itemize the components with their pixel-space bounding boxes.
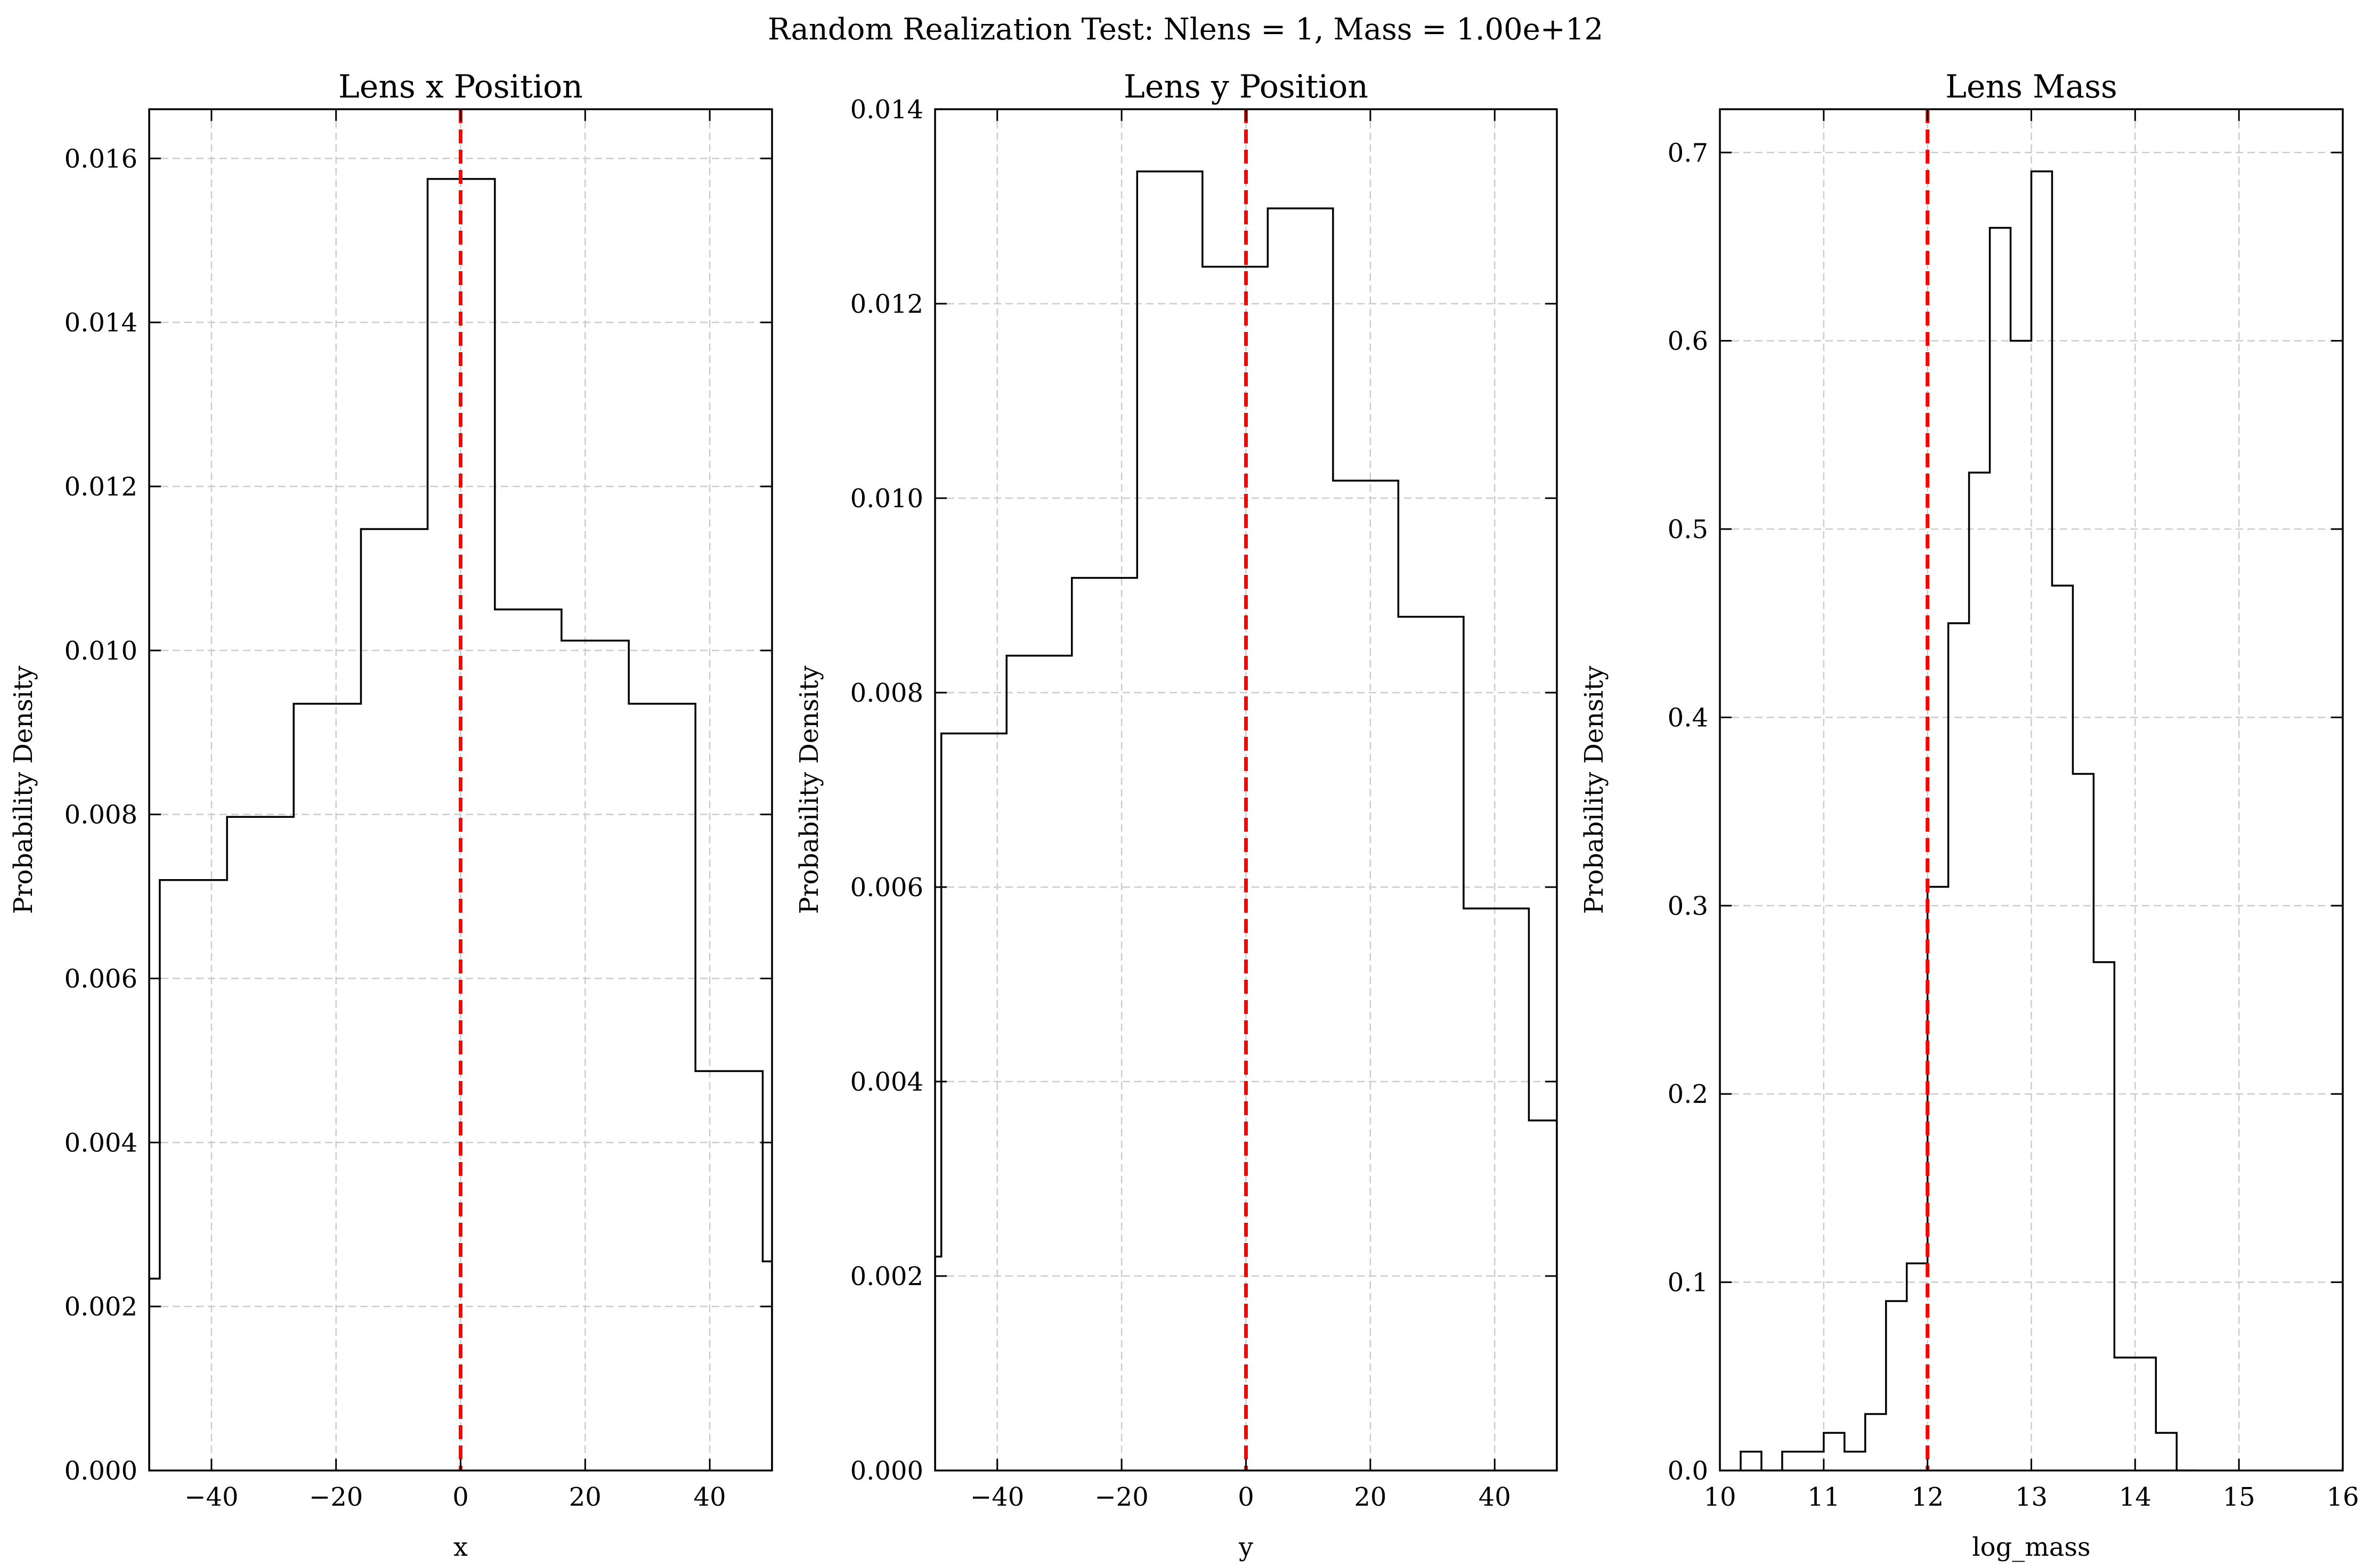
x-tick-label: −40 bbox=[184, 1482, 238, 1512]
y-tick-label: 0.006 bbox=[64, 964, 137, 994]
y-tick-label: 0.6 bbox=[1668, 327, 1708, 356]
panel-title: Lens x Position bbox=[338, 68, 583, 105]
y-tick-label: 0.014 bbox=[64, 308, 137, 338]
y-tick-label: 0.2 bbox=[1668, 1079, 1708, 1109]
x-tick-label: 40 bbox=[694, 1482, 726, 1512]
y-tick-label: 0.014 bbox=[850, 95, 923, 125]
y-tick-label: 0.004 bbox=[64, 1128, 137, 1158]
x-tick-label: −20 bbox=[1094, 1482, 1148, 1512]
y-tick-label: 0.004 bbox=[850, 1067, 923, 1097]
y-tick-label: 0.0 bbox=[1668, 1456, 1708, 1486]
y-tick-label: 0.012 bbox=[850, 289, 923, 319]
y-tick-label: 0.010 bbox=[850, 484, 923, 514]
y-tick-label: 0.008 bbox=[850, 678, 923, 708]
panel-title: Lens y Position bbox=[1124, 68, 1368, 105]
y-tick-label: 0.016 bbox=[64, 144, 137, 174]
y-tick-label: 0.7 bbox=[1668, 138, 1708, 168]
x-tick-label: 16 bbox=[2326, 1482, 2359, 1512]
figure-suptitle: Random Realization Test: Nlens = 1, Mass… bbox=[768, 12, 1603, 47]
panels: −40 −20 0 20 400.0000.0020.0040.0060.0080.01… bbox=[9, 68, 2359, 1562]
y-tick-label: 0.002 bbox=[850, 1262, 923, 1291]
histogram-step bbox=[1740, 170, 2198, 1470]
panel-title: Lens Mass bbox=[1945, 68, 2117, 105]
histogram-step bbox=[935, 170, 1557, 1470]
x-axis-label: log_mass bbox=[1972, 1532, 2090, 1562]
y-tick-label: 0.010 bbox=[64, 636, 137, 666]
x-tick-label: 10 bbox=[1703, 1482, 1736, 1512]
x-tick-label: 12 bbox=[1911, 1482, 1944, 1512]
x-tick-label: 20 bbox=[1354, 1482, 1386, 1512]
y-tick-label: 0.3 bbox=[1668, 891, 1708, 921]
x-axis-label: y bbox=[1238, 1532, 1253, 1562]
y-tick-label: 0.000 bbox=[64, 1456, 137, 1486]
y-axis-label: Probability Density bbox=[794, 665, 824, 914]
x-tick-label: 40 bbox=[1479, 1482, 1511, 1512]
y-tick-label: 0.008 bbox=[64, 800, 137, 830]
y-axis-label: Probability Density bbox=[1579, 665, 1609, 914]
x-tick-label: 0 bbox=[452, 1482, 469, 1512]
x-tick-label: −40 bbox=[970, 1482, 1024, 1512]
x-tick-label: 15 bbox=[2223, 1482, 2255, 1512]
y-tick-label: 0.5 bbox=[1668, 515, 1708, 545]
y-tick-label: 0.002 bbox=[64, 1292, 137, 1322]
y-axis-label: Probability Density bbox=[9, 665, 38, 914]
y-tick-label: 0.000 bbox=[850, 1456, 923, 1486]
panel-1: −40 −20 0 20 40 0.000 0.002 0.004 0.006 0.008 0.01… bbox=[9, 68, 773, 1562]
y-tick-label: 0.006 bbox=[850, 873, 923, 903]
x-tick-label: 11 bbox=[1807, 1482, 1840, 1512]
x-tick-label: 14 bbox=[2119, 1482, 2151, 1512]
x-axis-label: x bbox=[453, 1532, 468, 1562]
x-tick-label: 13 bbox=[2015, 1482, 2048, 1512]
x-tick-label: −20 bbox=[309, 1482, 363, 1512]
x-tick-label: 20 bbox=[569, 1482, 602, 1512]
x-tick-label: 0 bbox=[1238, 1482, 1254, 1512]
panel-2: −40 −20 0 20 40 0.000 0.002 0.004 0.006 0.008 0.01… bbox=[794, 68, 1558, 1562]
y-tick-label: 0.1 bbox=[1668, 1268, 1708, 1298]
panel-3: 10 11 12 13 14 15 16 0.0 0.1 0.2 0.3 0.4 0.5 0.6 0.7 Le… bbox=[1579, 68, 2359, 1562]
y-tick-label: 0.4 bbox=[1668, 703, 1708, 733]
y-tick-label: 0.012 bbox=[64, 472, 137, 502]
